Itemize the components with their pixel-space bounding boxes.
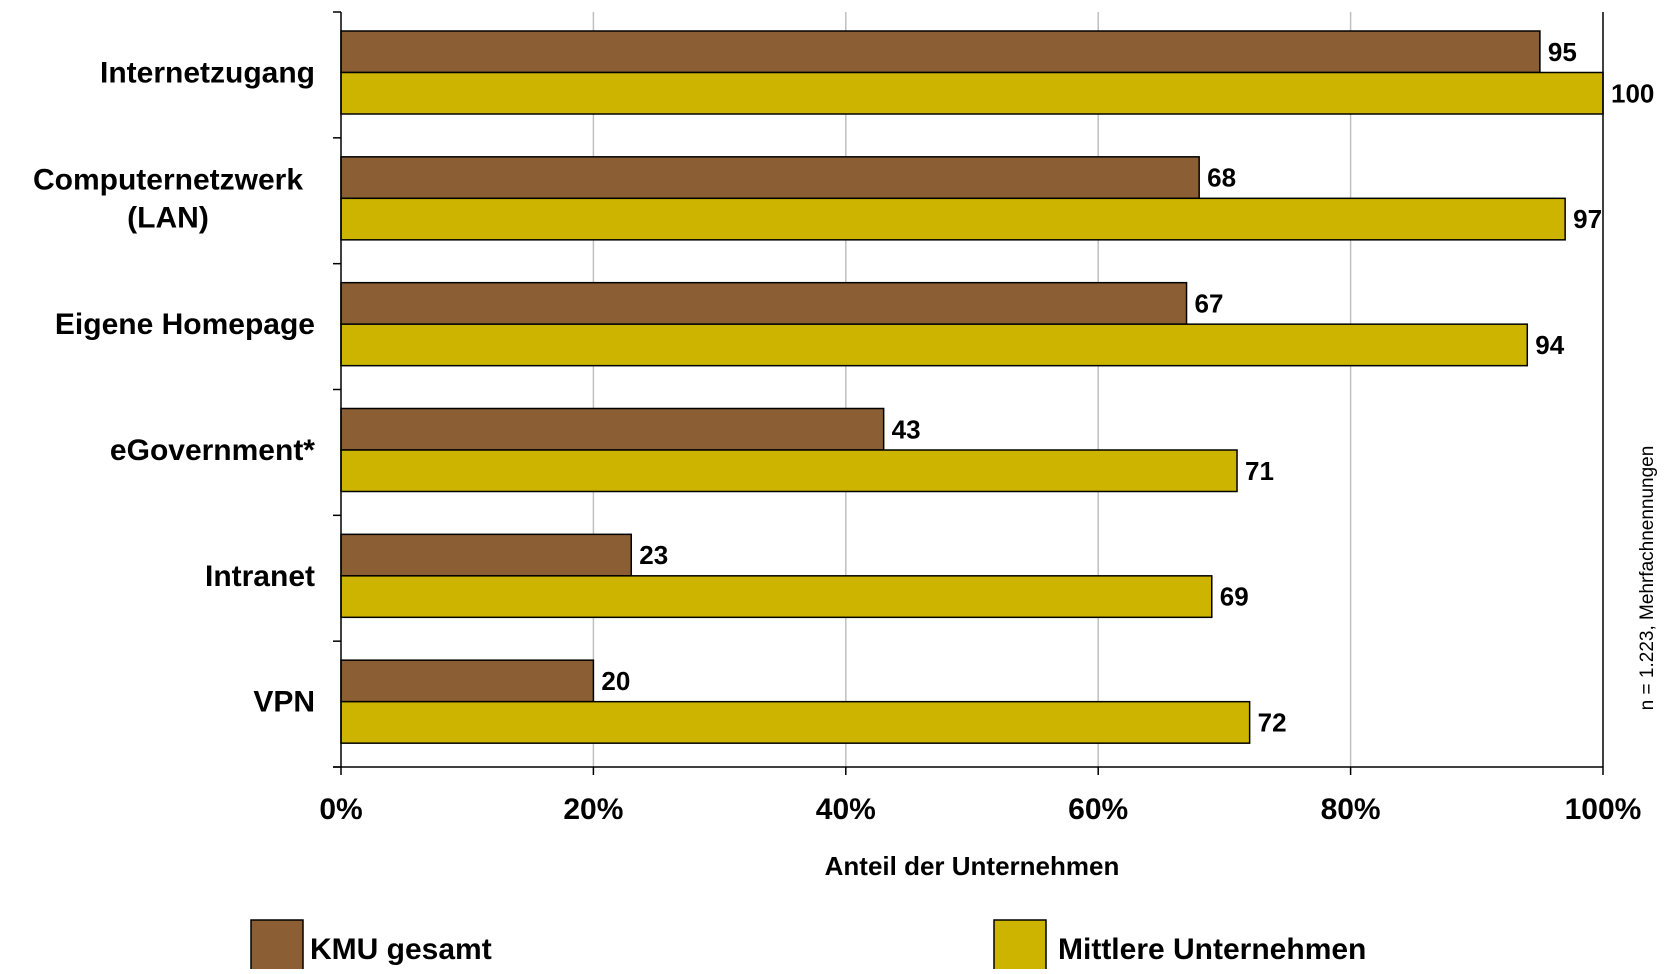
x-tick-label: 0%: [319, 793, 362, 826]
bar: [340, 30, 1541, 74]
legend-swatch: [250, 919, 304, 973]
bar: [340, 407, 885, 451]
bar: [340, 281, 1188, 325]
data-label: 72: [1258, 707, 1287, 737]
bar: [340, 700, 1251, 744]
category-label: eGovernment*: [110, 434, 315, 467]
legend-label: Mittlere Unternehmen: [1058, 933, 1366, 966]
bar: [340, 575, 1213, 619]
x-axis-title: Anteil der Unternehmen: [825, 851, 1120, 881]
x-tick-label: 60%: [1068, 793, 1128, 826]
legend-swatch: [993, 919, 1047, 973]
bars: [340, 30, 1604, 744]
category-label: Intranet: [205, 560, 315, 593]
data-label: 68: [1207, 163, 1236, 193]
x-tick-label: 80%: [1321, 793, 1381, 826]
legend: KMU gesamt Mittlere Unternehmen: [250, 919, 1366, 973]
data-label: 69: [1220, 582, 1249, 612]
data-label: 100: [1611, 78, 1654, 108]
bar: [340, 197, 1566, 241]
bar: [340, 659, 595, 703]
bar: [340, 71, 1604, 115]
data-label: 71: [1245, 456, 1274, 486]
x-tick-label: 20%: [563, 793, 623, 826]
labels: 95 100 Internetzugang 68 97 Computernetzwerk(…: [33, 37, 1658, 881]
category-label: VPN: [253, 686, 315, 719]
sample-size-note: n = 1.223, Mehrfachnennungen: [1637, 446, 1658, 711]
data-label: 43: [892, 414, 921, 444]
data-label: 67: [1195, 288, 1224, 318]
gridlines: [592, 12, 1352, 767]
legend-label: KMU gesamt: [310, 933, 492, 966]
x-tick-label: 40%: [816, 793, 876, 826]
category-label: Eigene Homepage: [55, 308, 315, 341]
category-label: Computernetzwerk (LAN): [33, 163, 303, 234]
bar: [340, 323, 1529, 367]
data-label: 95: [1548, 37, 1577, 67]
category-label: Internetzugang: [100, 57, 315, 90]
axes: [333, 11, 1604, 775]
bar: [340, 533, 633, 577]
data-label: 97: [1573, 204, 1602, 234]
bar: [340, 449, 1238, 493]
x-tick-label: 100%: [1565, 793, 1642, 826]
data-label: 20: [601, 666, 630, 696]
bar: [340, 156, 1200, 200]
data-label: 23: [639, 540, 668, 570]
data-label: 94: [1535, 330, 1564, 360]
